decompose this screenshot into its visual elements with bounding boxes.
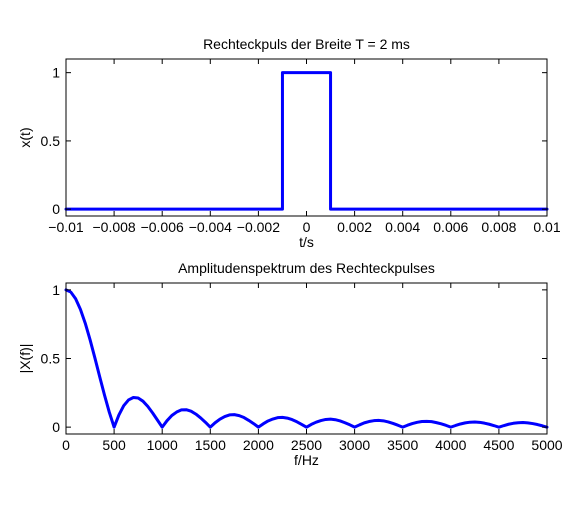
amplitudenspektrum-x-tick-label: 5000 bbox=[531, 437, 562, 453]
amplitudenspektrum-x-tick-label: 2000 bbox=[243, 437, 274, 453]
amplitudenspektrum-x-tick-label: 3500 bbox=[387, 437, 418, 453]
rechteckpuls-chart: −0.01 −0.008 −0.006 −0.004 −0.002 0 0.002 0.004… bbox=[17, 36, 561, 250]
amplitudenspektrum-series-line bbox=[64, 288, 549, 429]
rechteckpuls-y-tick-label: 0 bbox=[52, 201, 60, 217]
rechteckpuls-series-line bbox=[64, 71, 549, 211]
rechteckpuls-x-tick-label: 0.006 bbox=[433, 219, 468, 235]
amplitudenspektrum-x-tick-label: 0 bbox=[62, 437, 70, 453]
amplitudenspektrum-x-tick-label: 500 bbox=[102, 437, 126, 453]
amplitudenspektrum-title: Amplitudenspektrum des Rechteckpulses bbox=[178, 260, 435, 276]
amplitudenspektrum-y-tick-label: 0.5 bbox=[41, 351, 61, 367]
rechteckpuls-x-tick-label: −0.004 bbox=[189, 219, 232, 235]
rechteckpuls-x-tick-label: 0 bbox=[303, 219, 311, 235]
amplitudenspektrum-x-axis-label: f/Hz bbox=[294, 452, 319, 468]
amplitudenspektrum-plot-area bbox=[65, 282, 548, 435]
rechteckpuls-x-tick-label: 0.004 bbox=[385, 219, 420, 235]
amplitudenspektrum-x-tick-label: 1000 bbox=[147, 437, 178, 453]
amplitudenspektrum-y-tick-label: 0 bbox=[52, 419, 60, 435]
amplitudenspektrum-x-tick-label: 2500 bbox=[291, 437, 322, 453]
rechteckpuls-plot-area bbox=[65, 58, 548, 217]
rechteckpuls-x-tick-label: 0.002 bbox=[337, 219, 372, 235]
amplitudenspektrum-chart: 0 500 1000 1500 2000 2500 3000 3500 4000 4500 5000… bbox=[17, 260, 563, 468]
amplitudenspektrum-x-tick-label: 1500 bbox=[195, 437, 226, 453]
rechteckpuls-x-tick-label: −0.01 bbox=[48, 219, 84, 235]
amplitudenspektrum-y-tick-label: 1 bbox=[52, 282, 60, 298]
amplitudenspektrum-x-tick-label: 4500 bbox=[483, 437, 514, 453]
rechteckpuls-y-axis-label: x(t) bbox=[17, 127, 33, 147]
amplitudenspektrum-y-axis-label: |X(f)| bbox=[17, 344, 33, 374]
rechteckpuls-x-tick-label: 0.008 bbox=[481, 219, 516, 235]
amplitudenspektrum-x-tick-label: 4000 bbox=[435, 437, 466, 453]
rechteckpuls-title: Rechteckpuls der Breite T = 2 ms bbox=[203, 36, 410, 52]
amplitudenspektrum-x-tick-label: 3000 bbox=[339, 437, 370, 453]
rechteckpuls-x-tick-label: −0.002 bbox=[237, 219, 280, 235]
rechteckpuls-x-tick-label: 0.01 bbox=[533, 219, 560, 235]
rechteckpuls-x-axis-label: t/s bbox=[299, 234, 314, 250]
rechteckpuls-y-tick-label: 0.5 bbox=[41, 133, 61, 149]
rechteckpuls-x-tick-label: −0.008 bbox=[92, 219, 135, 235]
rechteckpuls-x-tick-label: −0.006 bbox=[141, 219, 184, 235]
rechteckpuls-y-tick-label: 1 bbox=[52, 65, 60, 81]
